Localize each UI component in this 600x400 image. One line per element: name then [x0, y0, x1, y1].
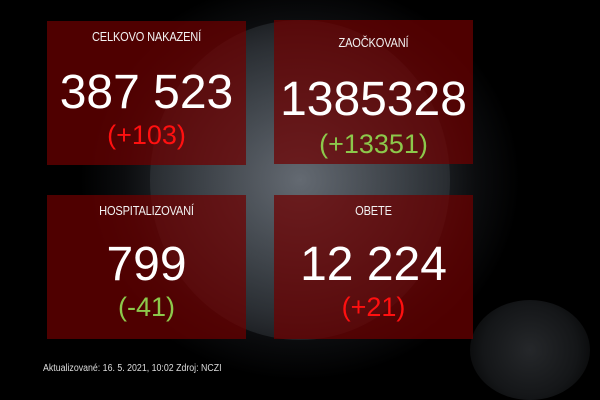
card-value: 387 523 — [59, 66, 234, 119]
card-delta: (+21) — [341, 292, 406, 322]
card-deaths: OBETE 12 224 (+21) — [274, 195, 473, 339]
card-delta: (+13351) — [319, 129, 428, 159]
card-title: CELKOVO NAKAZENÍ — [91, 29, 202, 44]
card-value: 799 — [106, 238, 187, 291]
card-title: HOSPITALIZOVANÍ — [99, 203, 194, 218]
virus-background-image — [470, 300, 590, 400]
card-vaccinated: ZAOČKOVANÍ 1385328 (+13351) — [274, 20, 473, 164]
card-title: OBETE — [355, 203, 392, 218]
card-hospitalized: HOSPITALIZOVANÍ 799 (-41) — [47, 195, 246, 339]
update-footer: Aktualizované: 16. 5. 2021, 10:02 Zdroj:… — [43, 363, 222, 374]
card-value: 1385328 — [280, 73, 467, 126]
card-value: 12 224 — [300, 238, 447, 291]
card-delta: (-41) — [117, 292, 175, 322]
card-delta: (+103) — [107, 120, 186, 150]
card-title: ZAOČKOVANÍ — [338, 35, 409, 50]
card-total-infected: CELKOVO NAKAZENÍ 387 523 (+103) — [47, 21, 246, 165]
